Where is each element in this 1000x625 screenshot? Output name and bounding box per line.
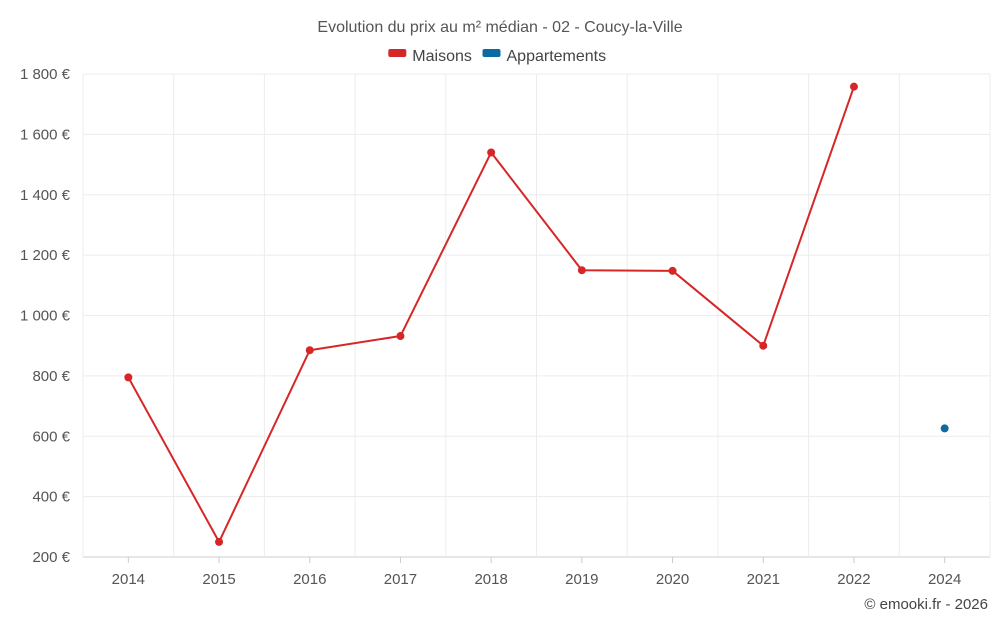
credit-text: © emooki.fr - 2026 xyxy=(864,596,988,613)
y-tick-label: 400 € xyxy=(32,489,70,506)
grid xyxy=(82,73,991,558)
y-tick-label: 1 400 € xyxy=(20,187,71,204)
x-tick-label: 2014 xyxy=(112,571,145,588)
data-point-appartements[interactable] xyxy=(940,424,949,433)
x-tick-label: 2021 xyxy=(747,571,780,588)
legend-label: Appartements xyxy=(507,48,607,65)
data-point-maisons[interactable] xyxy=(396,332,405,341)
y-tick-label: 1 000 € xyxy=(20,308,71,325)
y-tick-label: 1 600 € xyxy=(20,126,71,143)
x-tick-label: 2022 xyxy=(837,571,870,588)
data-point-maisons[interactable] xyxy=(487,148,496,157)
legend: Maisons Appartements xyxy=(388,48,606,65)
legend-swatch xyxy=(482,49,501,57)
data-point-maisons[interactable] xyxy=(577,266,586,275)
y-axis: 200 € 400 € 600 € 800 € 1 000 € 1 200 € 1 400 … xyxy=(20,66,71,566)
y-tick-label: 200 € xyxy=(32,549,70,566)
data-point-maisons[interactable] xyxy=(668,266,677,275)
chart-title: Evolution du prix au m² médian - 02 - Co… xyxy=(317,19,682,36)
data-point-maisons[interactable] xyxy=(759,341,768,350)
legend-item-appartements[interactable]: Appartements xyxy=(482,48,607,65)
legend-label: Maisons xyxy=(412,48,472,65)
data-point-maisons[interactable] xyxy=(305,346,314,355)
x-axis: 2014 2015 2016 2017 2018 2019 2020 2021 2022 2024 xyxy=(112,557,961,588)
x-tick-label: 2019 xyxy=(565,571,598,588)
y-tick-label: 600 € xyxy=(32,428,70,445)
legend-item-maisons[interactable]: Maisons xyxy=(388,48,472,65)
y-tick-label: 800 € xyxy=(32,368,70,385)
x-tick-label: 2016 xyxy=(293,571,326,588)
legend-swatch xyxy=(388,49,407,57)
x-tick-label: 2015 xyxy=(202,571,235,588)
data-point-maisons[interactable] xyxy=(124,373,133,382)
y-tick-label: 1 200 € xyxy=(20,247,71,264)
y-tick-label: 1 800 € xyxy=(20,66,71,83)
x-tick-label: 2018 xyxy=(474,571,507,588)
x-tick-label: 2017 xyxy=(384,571,417,588)
data-point-maisons[interactable] xyxy=(215,537,224,546)
x-tick-label: 2024 xyxy=(928,571,961,588)
data-point-maisons[interactable] xyxy=(849,82,858,91)
x-tick-label: 2020 xyxy=(656,571,689,588)
series-layer xyxy=(124,82,949,546)
